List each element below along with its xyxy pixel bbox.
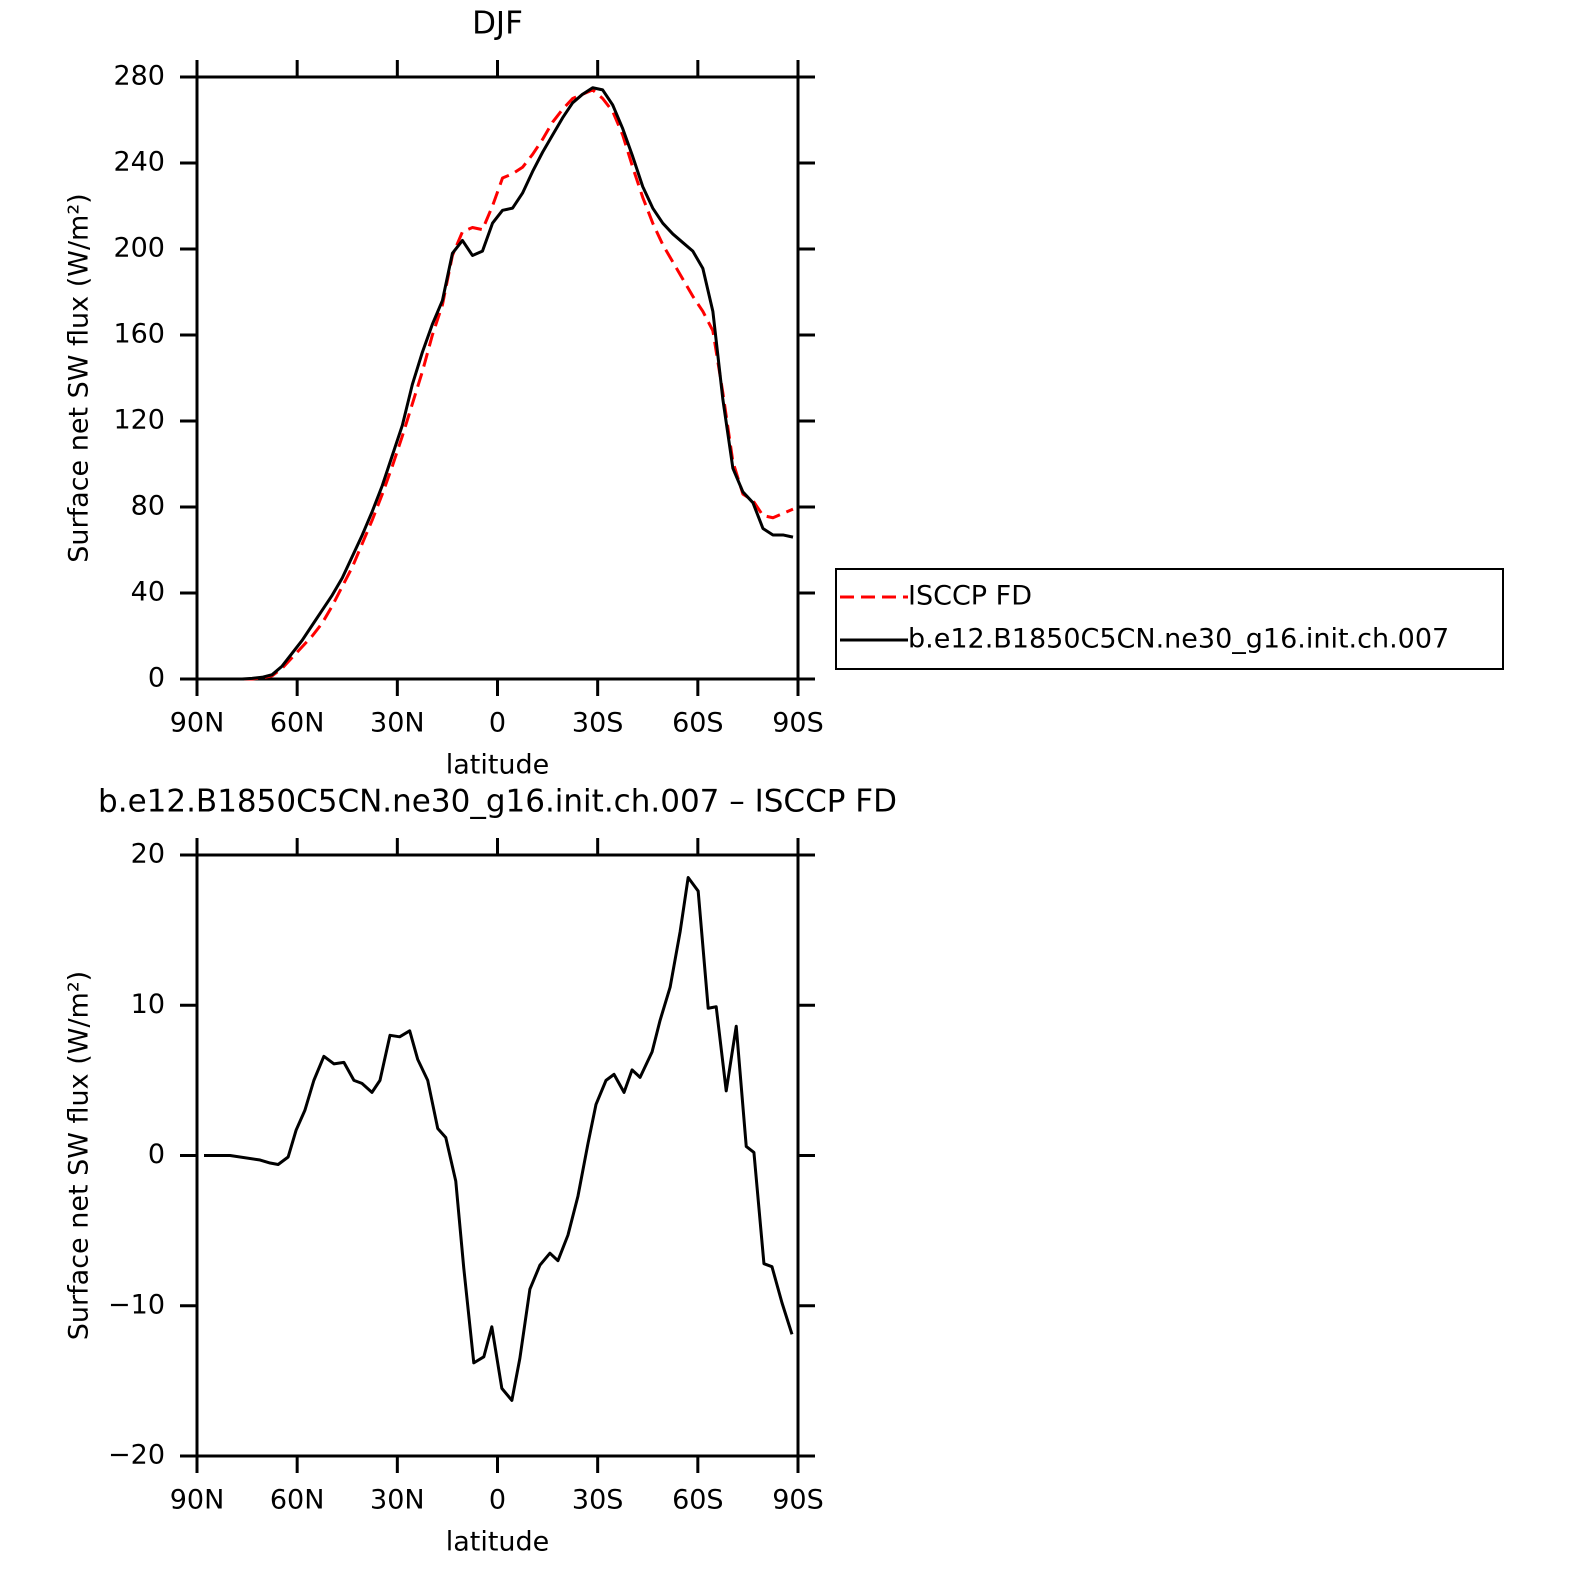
- y-tick-label: 280: [113, 61, 165, 92]
- legend-label: b.e12.B1850C5CN.ne30_g16.init.ch.007: [908, 624, 1449, 655]
- x-tick-label: 30S: [572, 1485, 624, 1516]
- x-tick-label: 30N: [370, 1485, 425, 1516]
- x-tick-label: 30N: [370, 708, 425, 739]
- legend-box: [835, 568, 1504, 670]
- y-tick-label: −20: [108, 1440, 165, 1471]
- x-tick-label: 30S: [572, 708, 624, 739]
- data-line: [202, 86, 794, 681]
- x-tick-label: 90N: [170, 708, 225, 739]
- y-axis-label: Surface net SW flux (W/m²): [64, 971, 95, 1340]
- chart-title: b.e12.B1850C5CN.ne30_g16.init.ch.007 – I…: [98, 784, 897, 820]
- x-tick-label: 0: [489, 708, 506, 739]
- x-tick-label: 60N: [270, 1485, 325, 1516]
- x-axis-label: latitude: [446, 750, 550, 781]
- chart-title: DJF: [472, 6, 523, 42]
- y-tick-label: 20: [131, 839, 165, 870]
- x-tick-label: 90N: [170, 1485, 225, 1516]
- y-tick-label: −10: [108, 1289, 165, 1320]
- y-tick-label: 0: [148, 663, 165, 694]
- x-tick-label: 0: [489, 1485, 506, 1516]
- y-tick-label: 40: [131, 577, 165, 608]
- y-tick-label: 240: [113, 147, 165, 178]
- y-tick-label: 0: [148, 1139, 165, 1170]
- data-line: [202, 88, 794, 681]
- y-tick-label: 120: [113, 405, 165, 436]
- x-tick-label: 60S: [672, 1485, 724, 1516]
- data-line: [204, 876, 794, 1402]
- y-tick-label: 200: [113, 233, 165, 264]
- x-axis-label: latitude: [446, 1527, 550, 1558]
- y-axis-label: Surface net SW flux (W/m²): [64, 193, 95, 562]
- x-tick-label: 60S: [672, 708, 724, 739]
- x-tick-label: 60N: [270, 708, 325, 739]
- y-tick-label: 160: [113, 319, 165, 350]
- x-tick-label: 90S: [772, 708, 824, 739]
- x-tick-label: 90S: [772, 1485, 824, 1516]
- y-tick-label: 80: [131, 491, 165, 522]
- legend-label: ISCCP FD: [908, 581, 1032, 612]
- y-tick-label: 10: [131, 989, 165, 1020]
